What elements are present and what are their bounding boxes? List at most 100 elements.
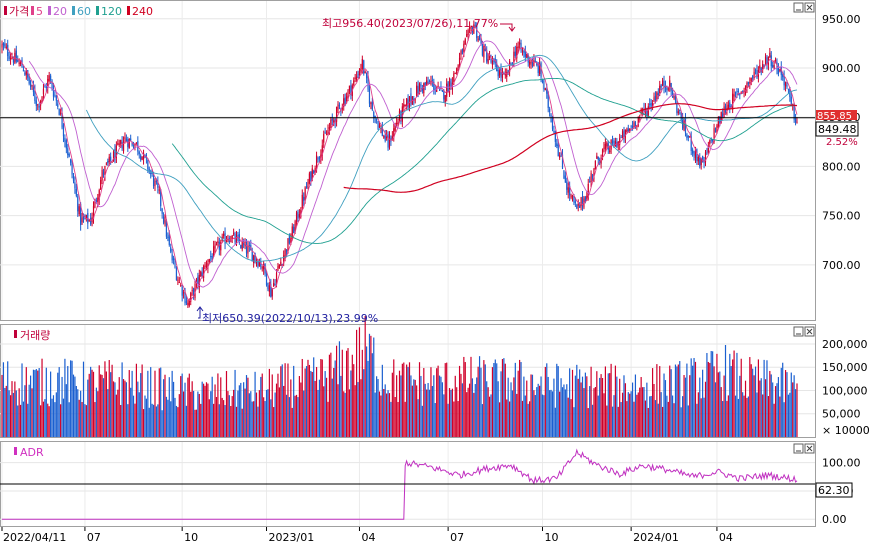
- candle: [194, 280, 196, 301]
- candle: [368, 83, 371, 108]
- volume-bar: [713, 366, 715, 437]
- candle: [125, 134, 127, 142]
- candle: [593, 167, 595, 183]
- volume-bar: [201, 381, 203, 437]
- legend-item[interactable]: 20: [48, 5, 67, 18]
- candle: [531, 57, 534, 68]
- volume-bar: [477, 366, 479, 437]
- volume-panel-controls[interactable]: [793, 326, 815, 337]
- volume-bar: [80, 390, 82, 437]
- volume-bar: [162, 379, 165, 437]
- volume-bar: [371, 353, 373, 437]
- volume-bar: [589, 386, 591, 437]
- candle: [703, 157, 705, 169]
- candle: [240, 244, 242, 249]
- volume-bar: [19, 404, 22, 437]
- current-value-box[interactable]: [815, 121, 859, 137]
- candle: [271, 288, 273, 300]
- volume-bar: [443, 394, 445, 437]
- legend-item[interactable]: 60: [72, 5, 91, 18]
- volume-bar: [511, 390, 514, 437]
- volume-bar: [534, 395, 536, 437]
- volume-bar: [536, 387, 538, 437]
- candle: [24, 70, 26, 76]
- candle: [421, 84, 423, 94]
- candle: [218, 237, 220, 256]
- legend-item[interactable]: 240: [127, 5, 153, 18]
- legend-swatch: [31, 6, 34, 15]
- volume-bar: [61, 376, 63, 437]
- candle: [98, 188, 100, 205]
- candle: [589, 176, 591, 183]
- volume-bar: [394, 397, 396, 437]
- volume-tick-label: 200,000: [822, 338, 868, 351]
- candle: [366, 72, 368, 84]
- volume-bar: [559, 391, 561, 437]
- panel-minimize-button[interactable]: [793, 2, 804, 13]
- candle: [769, 47, 771, 59]
- adr-current-box[interactable]: [815, 482, 853, 498]
- candle: [634, 120, 637, 129]
- price-panel-controls[interactable]: [793, 2, 815, 13]
- volume-bar: [760, 378, 762, 437]
- candle: [234, 231, 236, 245]
- volume-bar: [147, 370, 149, 437]
- volume-bar: [340, 375, 342, 437]
- volume-bar: [710, 351, 712, 437]
- volume-bar: [373, 337, 375, 437]
- volume-panel-minimize-button[interactable]: [793, 326, 804, 337]
- candle: [317, 156, 319, 163]
- candle: [297, 209, 299, 223]
- volume-bar: [367, 360, 369, 437]
- volume-bar: [328, 354, 331, 437]
- volume-bar: [493, 363, 495, 437]
- low-arrow: [198, 308, 201, 319]
- volume-bar: [682, 396, 684, 437]
- volume-bar: [569, 368, 571, 437]
- volume-bar: [4, 387, 6, 437]
- volume-bar: [5, 385, 7, 437]
- volume-bar: [440, 376, 442, 437]
- candle: [660, 83, 662, 91]
- candle: [278, 264, 280, 269]
- volume-bar: [521, 400, 524, 437]
- volume-bar: [54, 402, 56, 437]
- candle: [132, 141, 135, 150]
- volume-bar: [376, 376, 378, 437]
- candle: [118, 139, 120, 148]
- candle: [71, 159, 73, 179]
- candle: [619, 133, 621, 151]
- volume-bar: [102, 378, 105, 437]
- volume-bar: [152, 404, 155, 437]
- volume-bar: [564, 389, 566, 437]
- volume-title: 거래량: [20, 329, 50, 342]
- legend-item[interactable]: 5: [31, 5, 43, 18]
- volume-bar: [478, 356, 481, 437]
- volume-bar: [463, 356, 465, 437]
- volume-bar: [130, 387, 132, 437]
- legend-item[interactable]: 가격: [4, 5, 29, 18]
- volume-bar: [203, 383, 205, 437]
- adr-panel-minimize-button[interactable]: [793, 443, 804, 454]
- candle: [273, 278, 275, 288]
- volume-bar: [424, 383, 426, 437]
- candle: [423, 82, 425, 97]
- volume-title-marker: [14, 330, 17, 338]
- volume-bar: [590, 366, 592, 437]
- volume-bar: [614, 365, 617, 437]
- adr-line: [2, 448, 798, 520]
- legend-item[interactable]: 120: [96, 5, 122, 18]
- candle: [547, 90, 549, 113]
- volume-bar: [323, 386, 325, 437]
- candle: [687, 135, 689, 142]
- low-annotation: 최저650.39(2022/10/13),23.99%: [202, 312, 378, 325]
- volume-bar: [458, 365, 461, 437]
- volume-bar: [288, 397, 291, 437]
- volume-bar: [211, 376, 213, 437]
- volume-bar: [683, 375, 685, 437]
- volume-bar: [676, 366, 678, 437]
- adr-panel-controls[interactable]: [793, 443, 815, 454]
- candle: [784, 81, 787, 92]
- volume-bar: [780, 367, 782, 437]
- candle: [443, 89, 445, 103]
